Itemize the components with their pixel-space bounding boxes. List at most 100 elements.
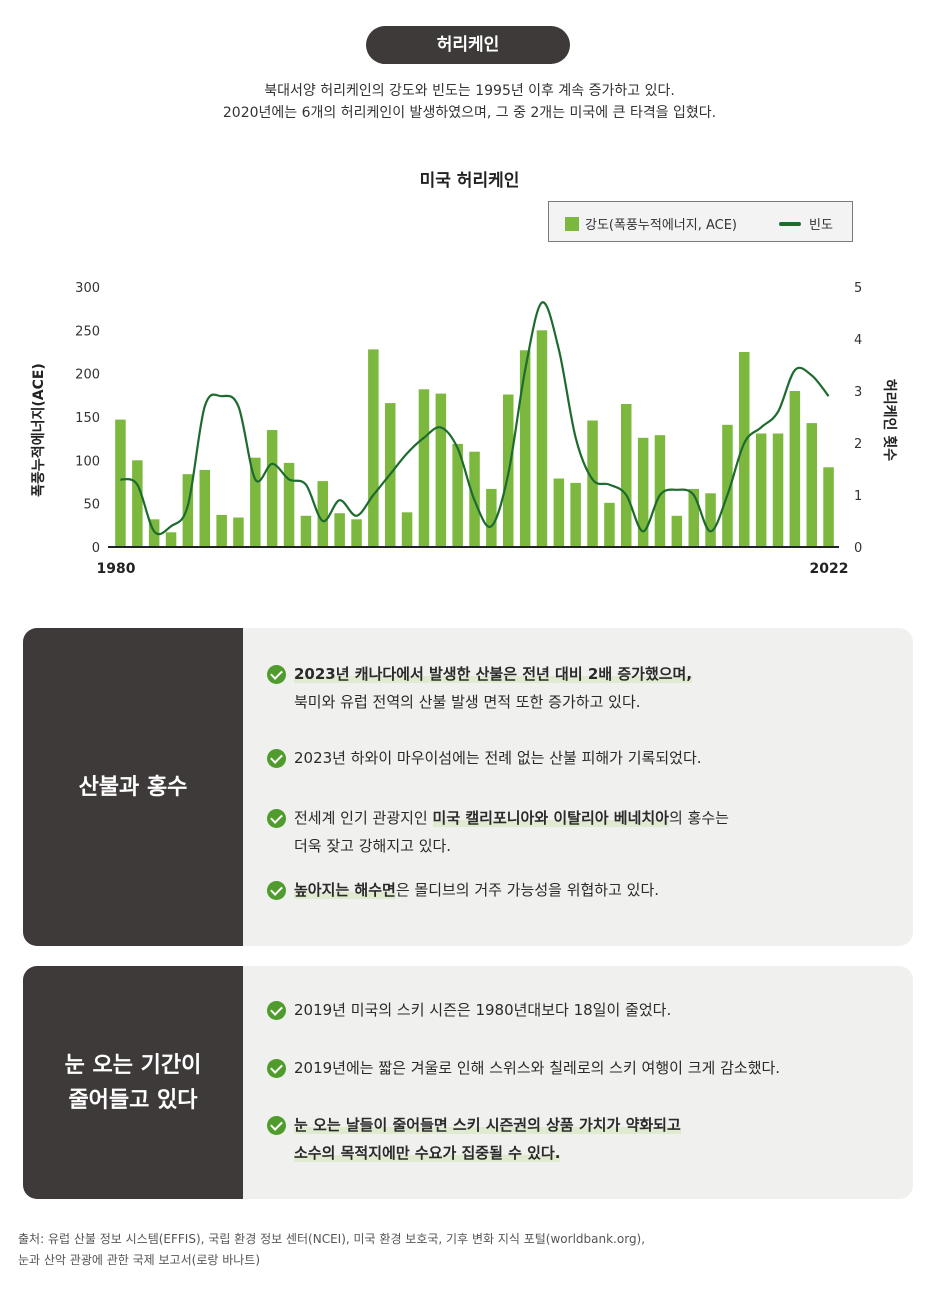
bar-2008 bbox=[587, 420, 598, 547]
bullet-line: 2023년 하와이 마우이섬에는 전례 없는 산불 피해가 기록되었다. bbox=[294, 744, 907, 772]
y2-tick-label: 0 bbox=[854, 541, 862, 556]
check-icon bbox=[267, 1001, 286, 1020]
intro-line-1: 북대서양 허리케인의 강도와 빈도는 1995년 이후 계속 증가하고 있다. bbox=[264, 83, 675, 99]
highlight-text: 2023년 캐나다에서 발생한 산불은 전년 대비 2배 증가했으며, bbox=[294, 665, 693, 683]
bar-2015 bbox=[705, 493, 716, 547]
chart-title: 미국 허리케인 bbox=[419, 171, 520, 191]
bar-2019 bbox=[772, 433, 784, 547]
source-line-1: 출처: 유럽 산불 정보 시스템(EFFIS), 국립 환경 정보 센터(NCE… bbox=[18, 1232, 646, 1246]
bar-2017 bbox=[739, 352, 750, 547]
bar-2022 bbox=[823, 467, 834, 547]
check-icon bbox=[267, 749, 286, 768]
bar-2009 bbox=[604, 502, 615, 547]
highlight-text: 눈 오는 날들이 줄어들면 스키 시즌권의 상품 가치가 약화되고 bbox=[294, 1116, 681, 1134]
bar-1993 bbox=[334, 513, 345, 547]
plain-text: 2019년 미국의 스키 시즌은 1980년대보다 18일이 줄었다. bbox=[294, 1001, 672, 1019]
bullet-line: 2019년에는 짧은 겨울로 인해 스위스와 칠레로의 스키 여행이 크게 감소… bbox=[294, 1054, 907, 1082]
bullet-item: 2019년에는 짧은 겨울로 인해 스위스와 칠레로의 스키 여행이 크게 감소… bbox=[267, 1054, 907, 1082]
bar-2007 bbox=[570, 482, 581, 547]
highlight-text: 높아지는 해수면 bbox=[294, 881, 396, 899]
bar-2021 bbox=[806, 423, 817, 547]
plain-text: 전세계 인기 관광지인 bbox=[294, 809, 433, 827]
x-tick-label-start: 1980 bbox=[97, 561, 136, 577]
y-tick-label: 150 bbox=[75, 411, 100, 426]
bar-1998 bbox=[418, 389, 430, 547]
highlight-text: 소수의 목적지에만 수요가 집중될 수 있다. bbox=[294, 1144, 561, 1162]
bar-2005 bbox=[536, 330, 548, 547]
section-title-pill: 허리케인 bbox=[366, 26, 570, 64]
bar-1982 bbox=[148, 519, 160, 547]
plain-text: 의 홍수는 bbox=[668, 809, 729, 827]
bar-1988 bbox=[250, 457, 261, 547]
bullet-text: 2023년 캐나다에서 발생한 산불은 전년 대비 2배 증가했으며, 북미와 유… bbox=[294, 660, 907, 716]
plain-text: 2023년 하와이 마우이섬에는 전례 없는 산불 피해가 기록되었다. bbox=[294, 749, 702, 767]
panel-title: 눈 오는 기간이 줄어들고 있다 bbox=[23, 966, 243, 1199]
legend-line-swatch bbox=[779, 221, 801, 226]
bullet-item: 높아지는 해수면은 몰디브의 거주 가능성을 위협하고 있다. bbox=[267, 876, 907, 904]
bar-2018 bbox=[755, 433, 767, 547]
bullet-line: 2023년 캐나다에서 발생한 산불은 전년 대비 2배 증가했으며, bbox=[294, 660, 907, 688]
bar-1989 bbox=[266, 430, 278, 547]
bar-2011 bbox=[637, 437, 649, 547]
bar-2014 bbox=[688, 488, 699, 547]
y-tick-label: 250 bbox=[75, 324, 100, 339]
legend-item-bar: 강도(폭풍누적에너지, ACE) bbox=[565, 214, 737, 233]
plain-text: 은 몰디브의 거주 가능성을 위협하고 있다. bbox=[395, 881, 660, 899]
bar-1991 bbox=[300, 515, 312, 547]
bar-1994 bbox=[351, 519, 362, 547]
hurricane-chart: 0 50 100 150 200 250 300 0 1 2 3 4 5 1980 2022 bbox=[75, 281, 862, 577]
bullet-text: 2019년 미국의 스키 시즌은 1980년대보다 18일이 줄었다. bbox=[294, 996, 907, 1024]
bullet-line: 2019년 미국의 스키 시즌은 1980년대보다 18일이 줄었다. bbox=[294, 996, 907, 1024]
source-line-2: 눈과 산악 관광에 관한 국제 보고서(로랑 바나트) bbox=[18, 1253, 261, 1267]
legend-line-label: 빈도 bbox=[809, 218, 833, 233]
y2-tick-label: 5 bbox=[854, 281, 862, 296]
panel-wildfire-flood: 산불과 홍수 2023년 캐나다에서 발생한 산불은 전년 대비 2배 증가했으… bbox=[23, 628, 913, 946]
y-tick-label: 200 bbox=[75, 368, 100, 383]
bar-1990 bbox=[283, 462, 295, 547]
bullet-line: 눈 오는 날들이 줄어들면 스키 시즌권의 상품 가치가 약화되고 bbox=[294, 1111, 907, 1139]
y2-tick-label: 2 bbox=[854, 437, 862, 452]
bullet-text: 2023년 하와이 마우이섬에는 전례 없는 산불 피해가 기록되었다. bbox=[294, 744, 907, 772]
x-tick-label-end: 2022 bbox=[810, 561, 849, 577]
y-tick-label: 50 bbox=[83, 498, 100, 513]
bar-1995 bbox=[368, 349, 379, 547]
y2-tick-label: 3 bbox=[854, 385, 862, 400]
bar-2000 bbox=[452, 443, 463, 547]
panel-title: 산불과 홍수 bbox=[23, 628, 243, 946]
bar-2020 bbox=[789, 391, 801, 547]
bar-2013 bbox=[671, 515, 683, 547]
bullet-line: 북미와 유럽 전역의 산불 발생 면적 또한 증가하고 있다. bbox=[294, 688, 907, 716]
y-tick-label: 100 bbox=[75, 454, 100, 469]
legend-bar-label: 강도(폭풍누적에너지, ACE) bbox=[585, 218, 738, 233]
bullet-line: 높아지는 해수면은 몰디브의 거주 가능성을 위협하고 있다. bbox=[294, 876, 907, 904]
bar-1984 bbox=[182, 474, 194, 547]
bar-1999 bbox=[435, 393, 447, 547]
bar-2010 bbox=[621, 404, 632, 547]
check-icon bbox=[267, 809, 286, 828]
bar-1997 bbox=[401, 512, 413, 547]
bullet-item: 2023년 캐나다에서 발생한 산불은 전년 대비 2배 증가했으며, 북미와 유… bbox=[267, 660, 907, 716]
highlight-text: 미국 캘리포니아와 이탈리아 베네치아 bbox=[432, 809, 669, 827]
bullet-text: 높아지는 해수면은 몰디브의 거주 가능성을 위협하고 있다. bbox=[294, 876, 907, 904]
bar-1992 bbox=[317, 481, 328, 547]
bar-2004 bbox=[519, 350, 531, 547]
check-icon bbox=[267, 665, 286, 684]
bar-1987 bbox=[233, 517, 244, 547]
y2-tick-label: 4 bbox=[854, 333, 862, 348]
bar-2016 bbox=[722, 424, 733, 547]
bar-2006 bbox=[553, 478, 565, 547]
check-icon bbox=[267, 881, 286, 900]
bullet-item: 2019년 미국의 스키 시즌은 1980년대보다 18일이 줄었다. bbox=[267, 996, 907, 1024]
bullet-line: 전세계 인기 관광지인 미국 캘리포니아와 이탈리아 베네치아의 홍수는 bbox=[294, 804, 907, 832]
intro-text: 북대서양 허리케인의 강도와 빈도는 1995년 이후 계속 증가하고 있다. … bbox=[0, 80, 939, 124]
y-tick-label: 300 bbox=[75, 281, 100, 296]
legend-item-line: 빈도 bbox=[779, 214, 833, 233]
check-icon bbox=[267, 1116, 286, 1135]
check-icon bbox=[267, 1059, 286, 1078]
plain-text: 더욱 잦고 강해지고 있다. bbox=[294, 837, 452, 855]
bullet-text: 2019년에는 짧은 겨울로 인해 스위스와 칠레로의 스키 여행이 크게 감소… bbox=[294, 1054, 907, 1082]
frequency-line bbox=[120, 301, 830, 536]
bar-1981 bbox=[132, 460, 143, 547]
